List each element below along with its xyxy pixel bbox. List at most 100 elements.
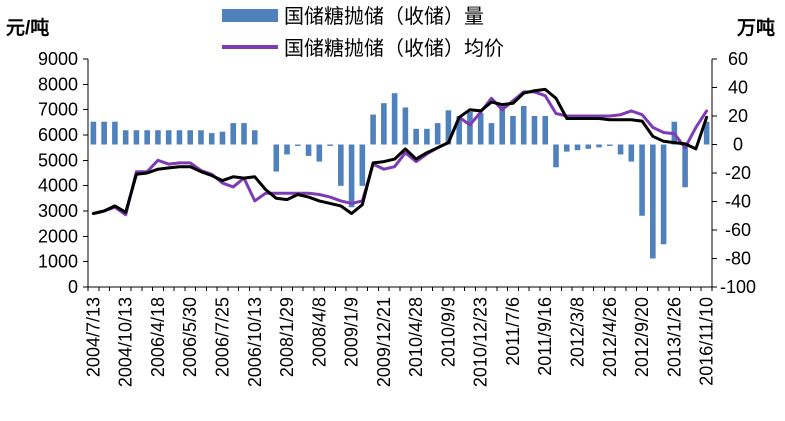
bar bbox=[606, 144, 613, 146]
x-axis-tick-label: 2010/12/23 bbox=[471, 297, 491, 387]
bar bbox=[316, 144, 323, 162]
right-axis-tick-label: -40 bbox=[725, 192, 751, 212]
x-axis-tick-label: 2012/4/26 bbox=[600, 297, 620, 377]
x-axis-tick-label: 2008/4/8 bbox=[309, 297, 329, 367]
right-axis-tick-label: 40 bbox=[728, 78, 748, 98]
price-line bbox=[91, 87, 709, 215]
bar bbox=[391, 93, 398, 145]
x-axis-tick-label: 2006/10/13 bbox=[245, 297, 265, 387]
x-axis-tick-label: 2012/3/8 bbox=[568, 297, 588, 367]
bar bbox=[639, 144, 645, 216]
bar bbox=[477, 113, 484, 145]
x-axis-tick-label: 2012/9/20 bbox=[632, 297, 652, 377]
bar bbox=[520, 106, 527, 145]
right-axis-tick-label: -20 bbox=[725, 163, 751, 183]
bar bbox=[413, 128, 419, 145]
left-axis-tick-label: 8000 bbox=[38, 74, 78, 94]
bar bbox=[327, 144, 333, 146]
x-axis-tick-label: 2009/1/9 bbox=[342, 297, 362, 367]
bar bbox=[617, 144, 624, 155]
legend-label-line: 国储糖抛储（收储）均价 bbox=[284, 37, 504, 60]
left-axis-title: 元/吨 bbox=[6, 16, 49, 39]
legend: 国储糖抛储（收储）量 国储糖抛储（收储）均价 bbox=[222, 5, 504, 60]
bar bbox=[434, 123, 441, 145]
left-axis-tick-label: 2000 bbox=[38, 226, 78, 246]
bar bbox=[488, 123, 495, 145]
left-axis-tick-label: 5000 bbox=[38, 150, 78, 170]
left-axis-tick-label: 1000 bbox=[38, 252, 78, 272]
bar bbox=[574, 144, 581, 151]
bar bbox=[122, 130, 129, 145]
x-axis-tick-label: 2008/1/29 bbox=[277, 297, 297, 377]
bar bbox=[101, 121, 107, 145]
bar bbox=[402, 107, 409, 145]
bar bbox=[628, 144, 635, 162]
bar bbox=[596, 144, 602, 148]
left-axis-tick-label: 4000 bbox=[38, 176, 78, 196]
left-axis-tick-label: 7000 bbox=[38, 100, 78, 120]
bar bbox=[456, 116, 462, 145]
bar bbox=[90, 121, 97, 145]
bar-series bbox=[90, 93, 710, 259]
bar bbox=[305, 144, 312, 156]
bar bbox=[338, 144, 344, 186]
left-axis-tick-label: 3000 bbox=[38, 201, 78, 221]
x-axis-tick-label: 2004/7/13 bbox=[83, 297, 103, 377]
bar bbox=[660, 144, 667, 245]
bar bbox=[187, 130, 194, 145]
bar bbox=[176, 130, 183, 145]
bar bbox=[563, 144, 570, 152]
bar bbox=[144, 130, 150, 145]
legend-label-bar: 国储糖抛储（收储）量 bbox=[284, 5, 484, 28]
x-axis-ticks: 2004/7/13 2004/10/13 2006/4/18 2006/5/30 200… bbox=[83, 287, 717, 387]
bar bbox=[198, 130, 204, 145]
x-axis-tick-label: 2016/11/10 bbox=[697, 297, 717, 386]
left-axis-tick-label: 6000 bbox=[38, 125, 78, 145]
bar bbox=[230, 123, 237, 145]
bar bbox=[682, 144, 688, 188]
x-axis-tick-label: 2006/5/30 bbox=[180, 297, 200, 377]
x-axis-tick-label: 2011/9/16 bbox=[535, 297, 555, 376]
x-axis-tick-label: 2009/12/21 bbox=[374, 297, 394, 387]
bar bbox=[155, 130, 161, 145]
x-axis-tick-label: 2006/7/25 bbox=[212, 297, 232, 377]
bar bbox=[284, 144, 290, 155]
line-series-group bbox=[91, 87, 709, 217]
legend-swatch-bar bbox=[222, 9, 278, 22]
x-axis-tick-label: 2013/1/26 bbox=[664, 297, 684, 377]
x-axis-tick-label: 2010/4/28 bbox=[406, 297, 426, 377]
x-axis-tick-label: 2010/9/9 bbox=[438, 297, 458, 367]
bar bbox=[273, 144, 280, 172]
bar bbox=[133, 130, 140, 145]
bar bbox=[650, 144, 656, 259]
x-axis-tick-label: 2006/4/18 bbox=[148, 297, 168, 377]
bar bbox=[499, 106, 506, 145]
bar bbox=[112, 121, 118, 145]
x-axis-tick-label: 2011/7/6 bbox=[503, 297, 523, 366]
right-axis-tick-label: 0 bbox=[733, 135, 743, 155]
right-axis-tick-label: 60 bbox=[728, 49, 748, 69]
bar bbox=[359, 144, 366, 186]
right-axis-tick-label: 20 bbox=[728, 106, 748, 126]
bar bbox=[542, 116, 549, 145]
average-price-line bbox=[91, 90, 709, 217]
right-axis-tick-label: -100 bbox=[720, 277, 756, 297]
right-axis-tick-label: -60 bbox=[725, 220, 751, 240]
bar bbox=[703, 121, 710, 145]
bar bbox=[467, 111, 473, 145]
bar bbox=[510, 116, 516, 145]
bar bbox=[424, 128, 430, 145]
bar bbox=[381, 103, 387, 145]
bar bbox=[165, 130, 172, 145]
bar bbox=[585, 144, 592, 149]
right-axis-title: 万吨 bbox=[736, 16, 775, 39]
bar bbox=[251, 130, 258, 145]
bar bbox=[370, 114, 376, 145]
right-axis-tick-label: -80 bbox=[725, 249, 751, 269]
bar bbox=[208, 133, 215, 145]
right-axis-ticks: -100 -80 -60 -40 -20 0 20 40 60 bbox=[712, 49, 756, 297]
bar bbox=[294, 144, 301, 146]
bar bbox=[531, 116, 538, 145]
bar bbox=[445, 110, 452, 145]
